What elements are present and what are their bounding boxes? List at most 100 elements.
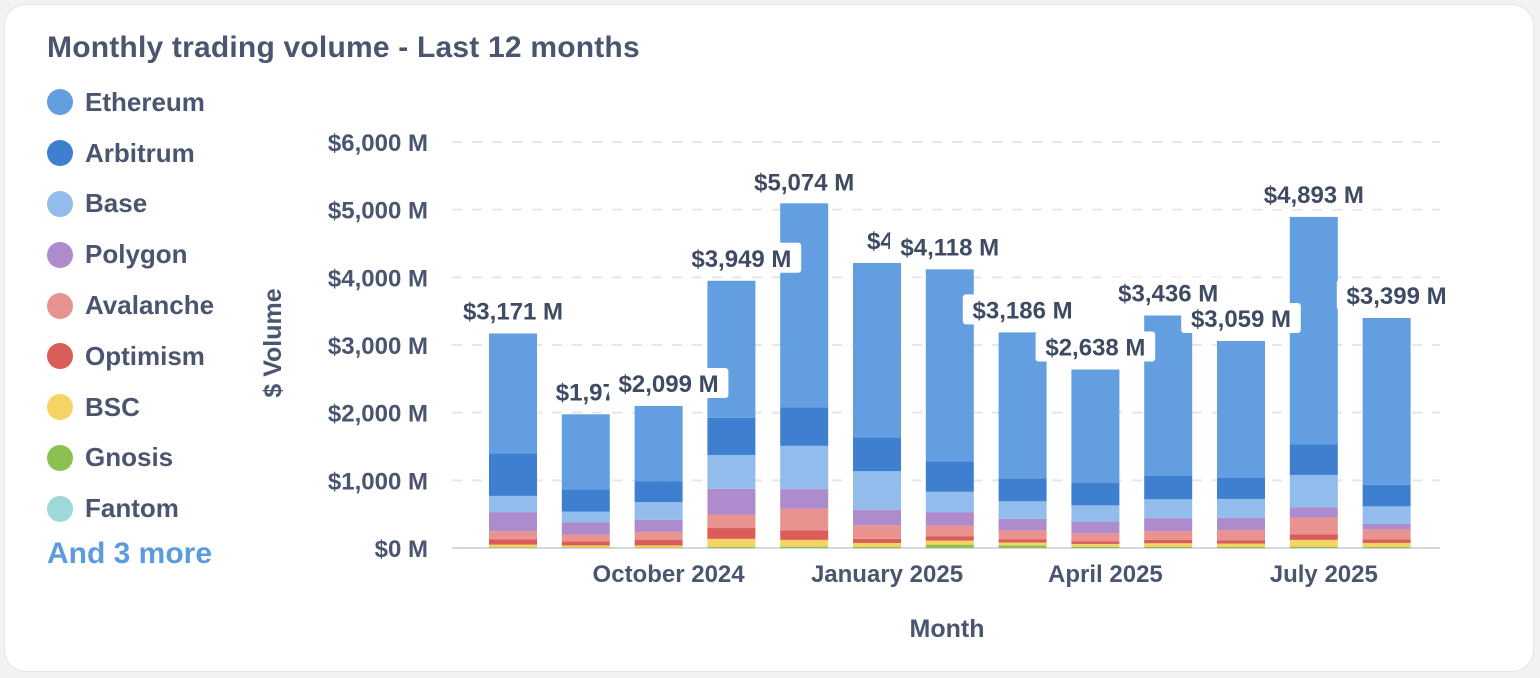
data-label: $5,074 M (754, 170, 854, 197)
bar-segment (561, 511, 610, 523)
bar-segment (1289, 474, 1338, 508)
bar-segment (1071, 546, 1120, 548)
bar-stack (1362, 318, 1411, 548)
legend-label: Avalanche (85, 290, 215, 321)
bar-segment (998, 518, 1047, 531)
bar-segment (634, 481, 683, 503)
x-tick-label: January 2025 (811, 561, 963, 588)
bar-segment (925, 491, 974, 513)
chart-title: Monthly trading volume - Last 12 months (47, 31, 640, 64)
legend-item-ethereum[interactable]: Ethereum (47, 77, 214, 128)
legend-swatch (47, 292, 73, 319)
bar-segment (1362, 318, 1411, 485)
bar-segment (1217, 530, 1265, 541)
bar-segment (1217, 498, 1265, 518)
data-label-bg (744, 166, 864, 197)
legend-item-avalanche[interactable]: Avalanche (47, 280, 214, 331)
data-label: $3,059 M (1191, 306, 1291, 333)
bar-segment (634, 540, 683, 546)
data-label: $3,436 M (1118, 280, 1218, 307)
data-label-bg (681, 242, 802, 273)
bar-segment (1144, 546, 1193, 548)
data-label-bg (1108, 277, 1228, 308)
bar-segment (707, 488, 756, 515)
legend-swatch (47, 495, 73, 522)
bar-segment (1289, 444, 1338, 475)
bar-segment (707, 546, 756, 548)
bar-segment (998, 545, 1047, 548)
y-axis-title: $ Volume (259, 288, 287, 397)
bar-segment (780, 539, 829, 547)
legend-item-base[interactable]: Base (47, 179, 214, 230)
bar-segment (634, 519, 683, 532)
bar-segment (1217, 517, 1265, 531)
bar-segment (1362, 546, 1411, 548)
bar-segment (707, 538, 756, 547)
bar-segment (1217, 546, 1265, 548)
x-tick-label: October 2024 (593, 561, 746, 588)
bar-segment (1071, 483, 1120, 506)
bar-segment (998, 478, 1047, 502)
bar-segment (925, 512, 974, 526)
bar-segment (780, 407, 829, 446)
bar-segment (853, 509, 901, 526)
bar-segment (1144, 499, 1193, 519)
bar-segment (1071, 369, 1120, 484)
bar-segment (561, 547, 610, 548)
bar-stack (780, 203, 829, 548)
bar-segment (1362, 539, 1411, 543)
legend-item-bsc[interactable]: BSC (47, 382, 214, 433)
bar-segment (1071, 533, 1120, 542)
legend-label: Gnosis (85, 442, 174, 473)
legend-more-link[interactable]: And 3 more (47, 537, 213, 570)
bar-segment (1144, 518, 1193, 532)
legend-label: Polygon (85, 239, 188, 270)
bar-segment (489, 547, 537, 548)
bar-segment (925, 536, 974, 541)
bar-segment (1289, 507, 1338, 518)
legend-item-fantom[interactable]: Fantom (47, 483, 214, 534)
bar-segment (707, 454, 756, 489)
bar-segment (998, 501, 1047, 519)
bar-segment (853, 542, 901, 547)
x-axis-ticks: October 2024 January 2025 April 2025 July 2… (593, 561, 1378, 588)
bar-segment (1289, 534, 1338, 540)
bar-segment (1362, 542, 1411, 547)
bar-segment (1289, 546, 1338, 548)
bar-segment (925, 525, 974, 537)
bar-segment (634, 531, 683, 541)
bar-segment (707, 417, 756, 455)
legend-label: Fantom (85, 493, 179, 524)
bar-segment (561, 489, 610, 512)
bar-segment (780, 489, 829, 509)
data-label-bg (1336, 280, 1457, 311)
x-axis-title: Month (910, 615, 985, 643)
bar-segment (634, 502, 683, 520)
legend-item-arbitrum[interactable]: Arbitrum (47, 128, 214, 179)
data-label: $3,171 M (463, 298, 563, 325)
y-axis-ticks: $0 M $1,000 M $2,000 M $3,000 M $4,000 M $5,0… (328, 130, 428, 563)
bar-segment (998, 539, 1047, 543)
bar-stack (634, 405, 683, 548)
legend-item-optimism[interactable]: Optimism (47, 331, 214, 382)
bar-segment (707, 528, 756, 539)
bar-segment (1071, 505, 1120, 522)
bar-segment (1071, 541, 1120, 544)
y-tick-label: $3,000 M (328, 333, 428, 360)
data-label-bg (1035, 331, 1156, 362)
bar-segment (1071, 521, 1120, 534)
bar-segment (853, 538, 901, 543)
legend-label: Optimism (85, 340, 205, 371)
bar-segment (853, 437, 901, 472)
legend-item-gnosis[interactable]: Gnosis (47, 433, 214, 484)
data-label-bg (547, 376, 625, 407)
bar-segment (561, 534, 610, 542)
legend-swatch (47, 190, 73, 217)
bar-stack (561, 414, 610, 548)
bar-segment (707, 514, 756, 529)
y-tick-label: $4,000 M (328, 265, 428, 292)
data-label: $1,97 (556, 379, 616, 406)
legend-item-polygon[interactable]: Polygon (47, 229, 214, 280)
y-tick-label: $6,000 M (328, 130, 428, 157)
bar-segment (489, 512, 537, 532)
